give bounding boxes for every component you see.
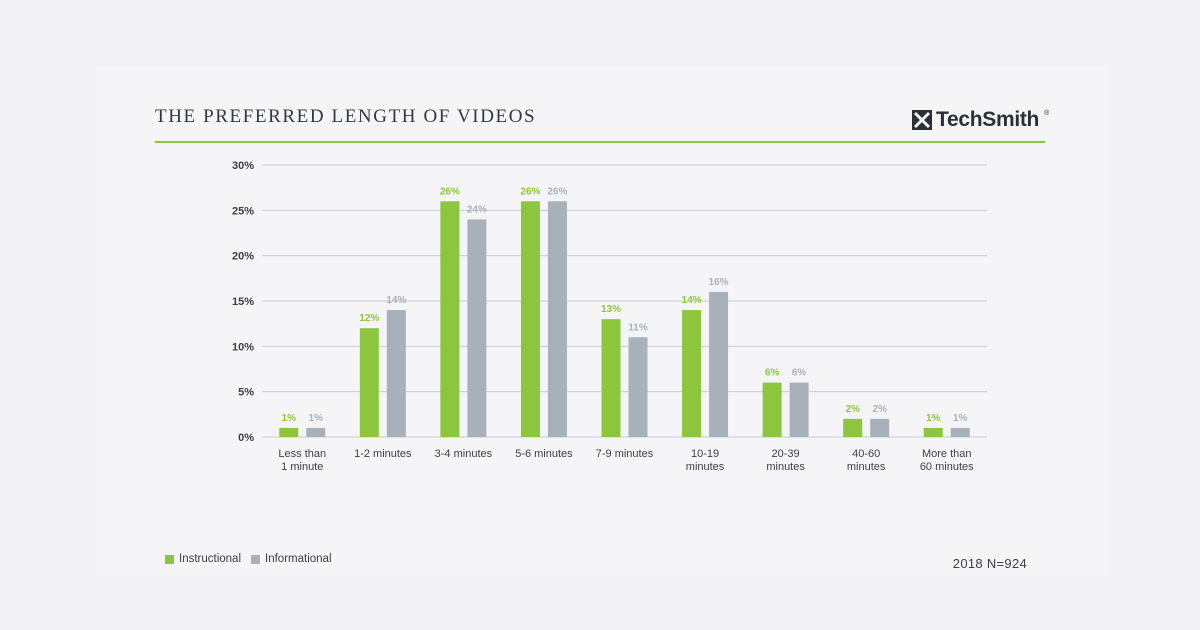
y-tick-label: 0% — [238, 432, 254, 444]
y-tick-label: 5% — [238, 387, 254, 399]
data-label: 6% — [792, 368, 807, 379]
bar-informational — [547, 201, 567, 437]
x-tick-label: minutes — [847, 461, 886, 473]
data-label: 1% — [282, 413, 297, 424]
bar-informational — [306, 427, 326, 437]
y-tick-label: 25% — [232, 205, 254, 217]
data-label: 16% — [709, 277, 729, 288]
y-tick-label: 30% — [232, 160, 254, 172]
data-label: 26% — [547, 186, 567, 197]
title-rule — [155, 141, 1045, 143]
data-label: 1% — [309, 413, 324, 424]
data-label: 26% — [440, 186, 460, 197]
x-tick-label: Less than — [278, 448, 326, 460]
brand-name: TechSmith — [936, 108, 1040, 131]
bar-instructional — [682, 310, 702, 437]
data-label: 1% — [953, 413, 968, 424]
bar-informational — [628, 337, 648, 437]
techsmith-logo-icon — [912, 110, 932, 130]
x-tick-label: 1 minute — [281, 461, 323, 473]
techsmith-logo: TechSmith ® — [912, 108, 1049, 132]
bar-instructional — [843, 418, 863, 437]
x-tick-label: minutes — [766, 461, 805, 473]
sample-note: 2018 N=924 — [952, 556, 1027, 571]
y-tick-label: 15% — [232, 296, 254, 308]
x-tick-label: 3-4 minutes — [435, 448, 493, 460]
legend-item-informational: Informational — [251, 553, 332, 565]
data-label: 1% — [926, 413, 941, 424]
y-tick-label: 10% — [232, 341, 254, 353]
bar-informational — [950, 427, 970, 437]
data-label: 6% — [765, 368, 780, 379]
data-label: 12% — [359, 313, 379, 324]
data-label: 26% — [520, 186, 540, 197]
legend-label-informational: Informational — [265, 553, 332, 565]
bar-informational — [386, 310, 406, 437]
bar-instructional — [601, 319, 621, 437]
bar-informational — [709, 291, 729, 437]
data-label: 14% — [682, 295, 702, 306]
x-tick-label: 10-19 — [691, 448, 719, 460]
x-tick-label: 40-60 — [852, 448, 880, 460]
data-label: 11% — [628, 322, 648, 333]
bar-informational — [467, 219, 487, 437]
bar-informational — [789, 382, 809, 437]
x-tick-label: 1-2 minutes — [354, 448, 412, 460]
bar-instructional — [359, 328, 379, 437]
bar-instructional — [762, 382, 782, 437]
bar-instructional — [520, 201, 540, 437]
registered-mark: ® — [1044, 109, 1049, 117]
legend: Instructional Informational — [165, 553, 342, 565]
x-tick-label: 7-9 minutes — [596, 448, 654, 460]
x-tick-label: 20-39 — [772, 448, 800, 460]
data-label: 2% — [872, 404, 887, 415]
data-label: 2% — [845, 404, 860, 415]
data-label: 24% — [467, 204, 487, 215]
x-tick-label: More than — [922, 448, 972, 460]
chart-title: THE PREFERRED LENGTH OF VIDEOS — [155, 106, 537, 127]
legend-swatch-instructional — [165, 554, 174, 564]
legend-item-instructional: Instructional — [165, 553, 241, 565]
y-tick-label: 20% — [232, 251, 254, 263]
bar-instructional — [923, 427, 943, 437]
x-tick-label: 5-6 minutes — [515, 448, 573, 460]
legend-swatch-informational — [251, 554, 261, 564]
bar-instructional — [279, 427, 299, 437]
x-tick-label: 60 minutes — [920, 461, 974, 473]
bar-instructional — [440, 201, 460, 437]
bar-informational — [870, 418, 890, 437]
legend-label-instructional: Instructional — [179, 553, 242, 565]
chart-card — [96, 66, 1106, 576]
data-label: 13% — [601, 304, 621, 315]
x-tick-label: minutes — [686, 461, 725, 473]
data-label: 14% — [386, 295, 406, 306]
